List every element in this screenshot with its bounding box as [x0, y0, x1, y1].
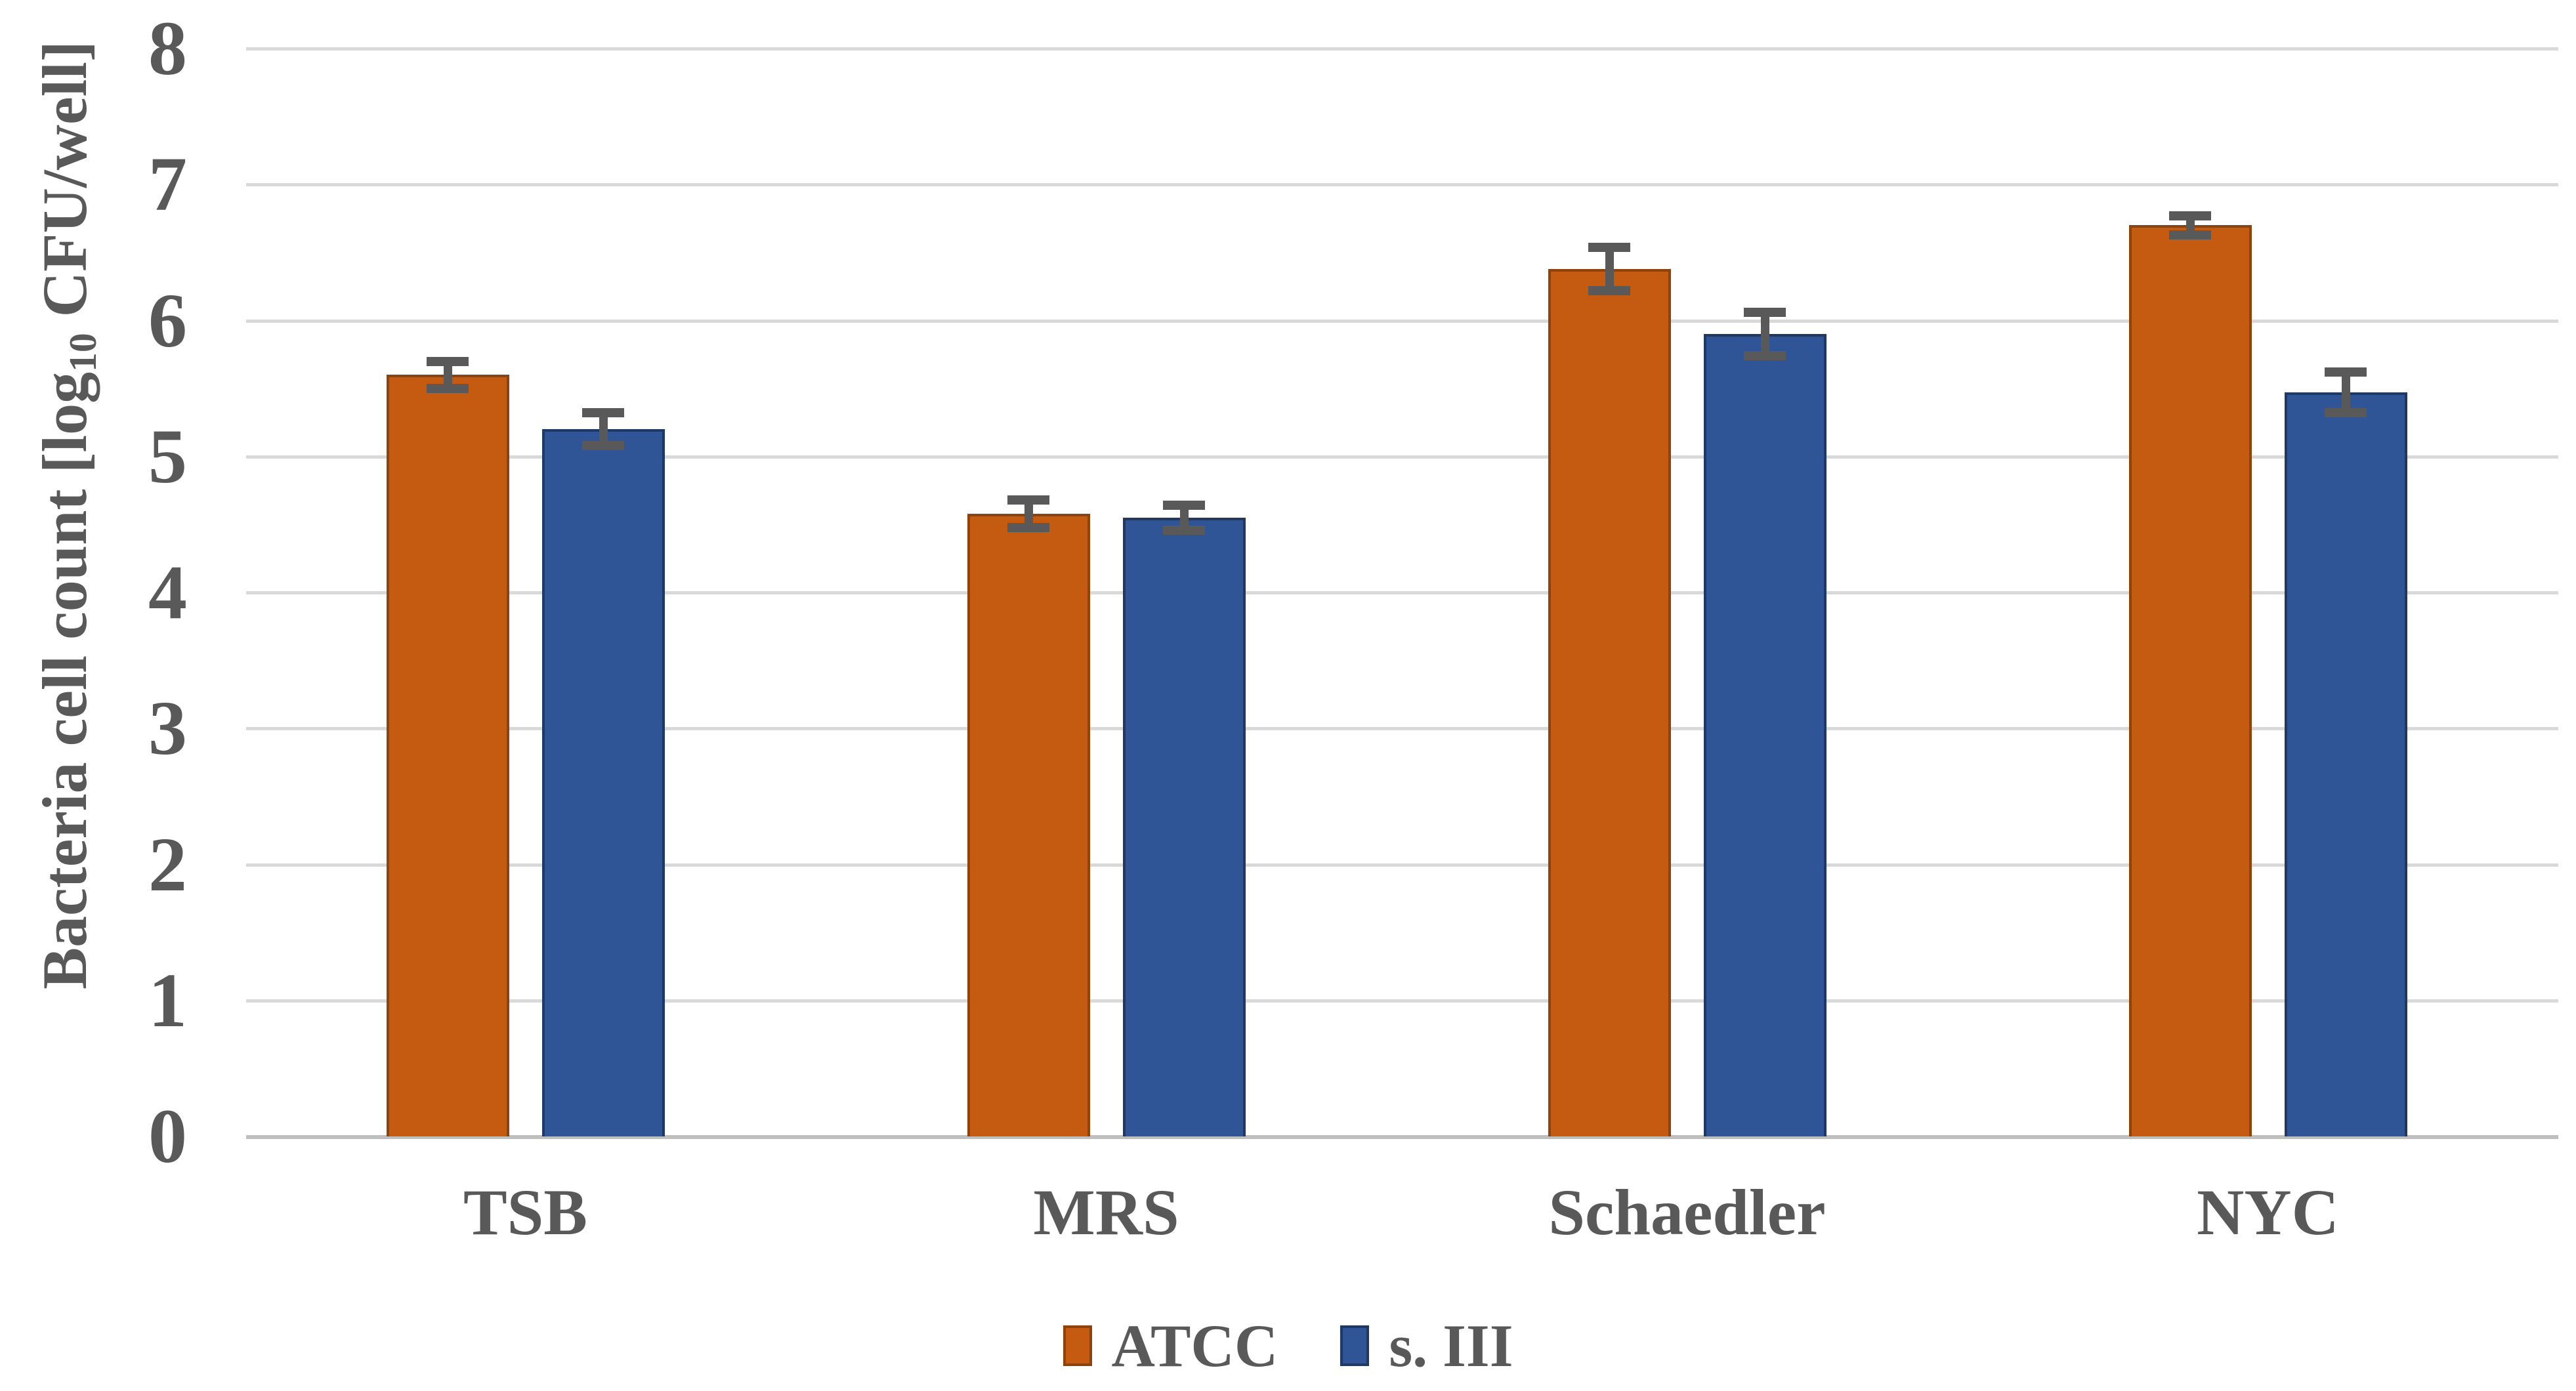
- error-bar-stem: [2185, 215, 2195, 235]
- error-bar-cap: [2325, 367, 2367, 377]
- error-bar-stem: [1760, 312, 1769, 356]
- chart-legend: ATCC s. III: [1063, 1316, 1513, 1376]
- error-bar-stem: [1024, 500, 1033, 528]
- error-bar-stem: [599, 413, 608, 446]
- error-bar-cap: [1588, 242, 1630, 252]
- bar-s-iii-mrs: [1122, 518, 1246, 1136]
- x-category-label-nyc: NYC: [2197, 1176, 2339, 1249]
- error-bar-cap: [1588, 285, 1630, 295]
- gridline: [246, 47, 2558, 51]
- error-bar-stem: [1605, 247, 1614, 291]
- bar-atcc-mrs: [967, 513, 1090, 1136]
- legend-label: s. III: [1389, 1312, 1513, 1379]
- error-bar-cap: [2169, 230, 2211, 239]
- error-bar-stem: [443, 361, 452, 389]
- gridline: [246, 727, 2558, 731]
- y-tick-label: 2: [148, 821, 187, 907]
- bar-s-iii-nyc: [2284, 392, 2407, 1136]
- error-bar-cap: [582, 441, 624, 451]
- error-bar-cap: [1007, 495, 1049, 505]
- error-bar-cap: [1744, 351, 1786, 361]
- legend-swatch: [1340, 1325, 1370, 1366]
- bar-s-iii-tsb: [541, 429, 665, 1136]
- legend-swatch: [1063, 1325, 1092, 1366]
- bar-s-iii-schaedler: [1703, 334, 1826, 1136]
- error-bar-cap: [1163, 501, 1205, 510]
- legend-item-atcc: ATCC: [1063, 1316, 1278, 1376]
- gridline: [246, 999, 2558, 1003]
- gridline: [246, 319, 2558, 323]
- y-tick-label: 6: [148, 277, 187, 363]
- y-tick-label: 8: [148, 5, 187, 91]
- bar-atcc-schaedler: [1548, 268, 1671, 1136]
- error-bar-cap: [2169, 211, 2211, 220]
- gridline: [246, 591, 2558, 594]
- legend-label: ATCC: [1111, 1312, 1278, 1379]
- error-bar-stem: [2341, 372, 2350, 413]
- error-bar-cap: [582, 408, 624, 418]
- x-category-label-schaedler: Schaedler: [1548, 1176, 1826, 1249]
- gridline: [246, 183, 2558, 187]
- bar-atcc-nyc: [2128, 225, 2252, 1136]
- y-tick-label: 0: [148, 1093, 187, 1179]
- bar-atcc-tsb: [386, 375, 509, 1136]
- error-bar-stem: [1179, 505, 1189, 530]
- x-category-label-mrs: MRS: [1033, 1176, 1179, 1249]
- error-bar-cap: [427, 356, 469, 366]
- error-bar-cap: [2325, 408, 2367, 418]
- gridline: [246, 455, 2558, 459]
- y-tick-label: 4: [148, 549, 187, 635]
- x-category-label-tsb: TSB: [463, 1176, 587, 1249]
- y-tick-label: 7: [148, 141, 187, 228]
- y-tick-label: 3: [148, 685, 187, 772]
- error-bar-cap: [1744, 308, 1786, 318]
- error-bar-cap: [427, 384, 469, 394]
- gridline: [246, 863, 2558, 867]
- x-axis-line: [246, 1135, 2558, 1139]
- legend-item-s-iii: s. III: [1340, 1316, 1513, 1376]
- plot-area: [235, 47, 2558, 1139]
- error-bar-cap: [1163, 525, 1205, 535]
- y-tick-label: 1: [148, 957, 187, 1043]
- error-bar-cap: [1007, 522, 1049, 532]
- y-tick-label: 5: [148, 413, 187, 499]
